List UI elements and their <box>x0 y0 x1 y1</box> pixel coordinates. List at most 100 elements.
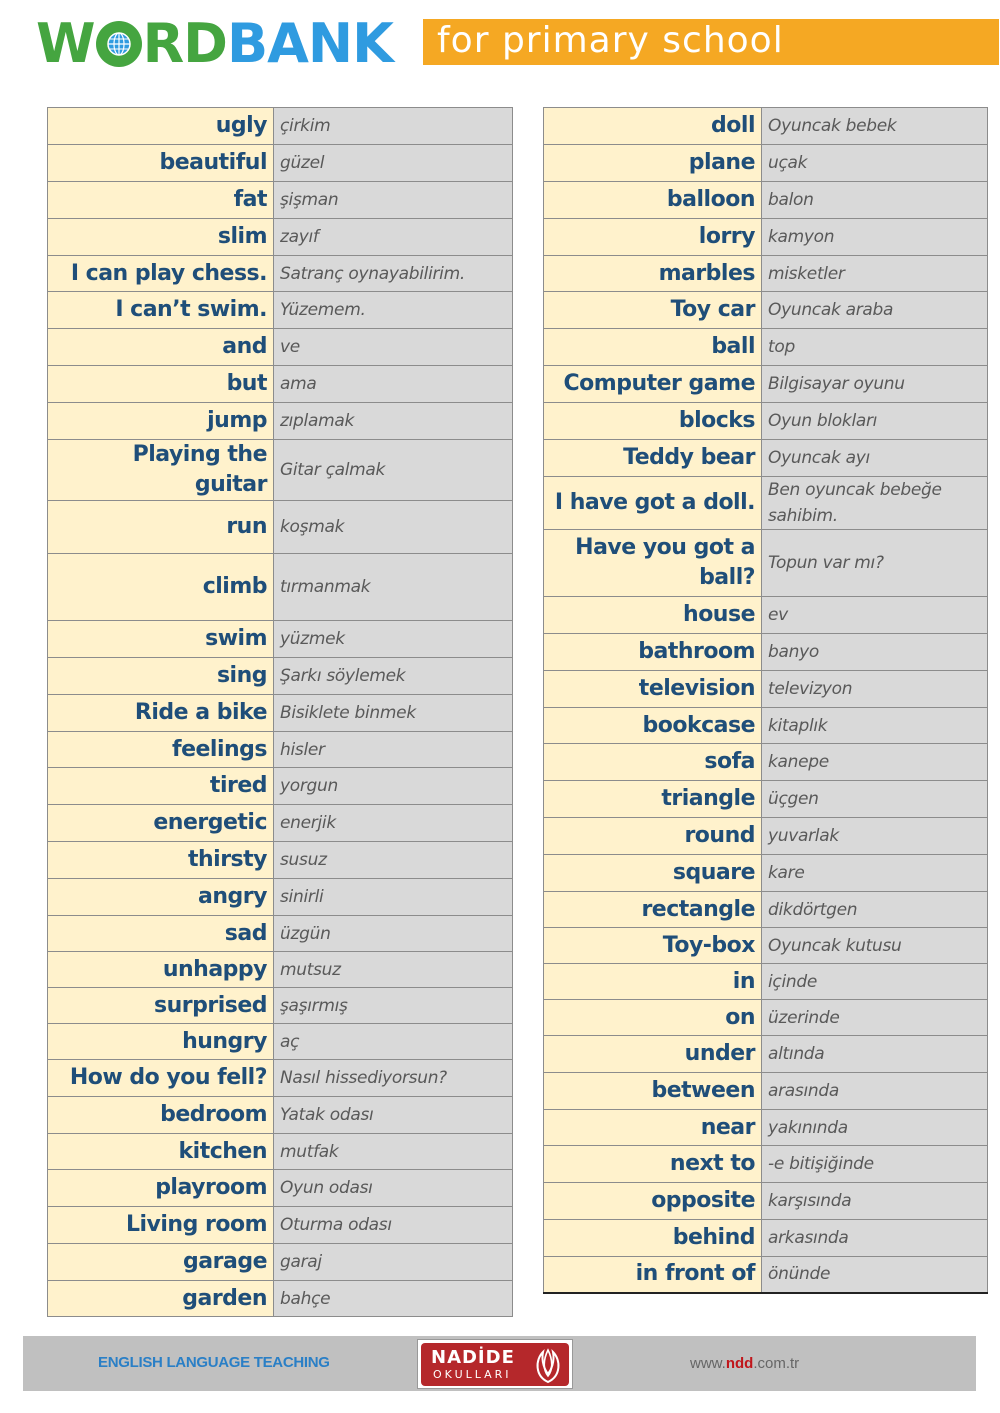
english-word: near <box>543 1109 762 1146</box>
turkish-translation: kamyon <box>761 218 988 256</box>
url-suffix: .com.tr <box>753 1355 800 1372</box>
table-row: behind arkasında <box>543 1219 988 1257</box>
table-row: plane uçak <box>543 144 988 182</box>
english-word: in front of <box>543 1256 762 1294</box>
table-row: jump zıplamak <box>47 402 513 440</box>
turkish-translation: üzgün <box>273 915 513 952</box>
english-word: round <box>543 817 762 855</box>
turkish-translation: dikdörtgen <box>761 891 988 928</box>
turkish-translation: banyo <box>761 633 988 671</box>
english-word: Have you got a ball? <box>543 529 762 597</box>
english-word: rectangle <box>543 891 762 928</box>
english-word: under <box>543 1035 762 1073</box>
english-word: playroom <box>47 1169 274 1207</box>
table-row: bedroom Yatak odası <box>47 1096 513 1134</box>
right-word-table: doll Oyuncak bebek plane uçak balloon balon lo… <box>543 107 988 1294</box>
table-row: between arasında <box>543 1072 988 1110</box>
turkish-translation: ev <box>761 596 988 634</box>
english-word: bathroom <box>543 633 762 671</box>
english-word: Living room <box>47 1206 274 1244</box>
english-word: thirsty <box>47 841 274 879</box>
english-word: and <box>47 328 274 366</box>
turkish-translation: Oyuncak bebek <box>761 107 988 145</box>
url-prefix: www. <box>690 1355 726 1372</box>
english-word: unhappy <box>47 951 274 988</box>
turkish-translation: karşısında <box>761 1182 988 1220</box>
table-row: square kare <box>543 854 988 892</box>
table-row: sing Şarkı söylemek <box>47 657 513 695</box>
turkish-translation: Ben oyuncak bebeğe sahibim. <box>761 476 988 530</box>
table-row: climb tırmanmak <box>47 553 513 621</box>
table-row: Toy car Oyuncak araba <box>543 291 988 329</box>
turkish-translation: garaj <box>273 1243 513 1281</box>
turkish-translation: kare <box>761 854 988 892</box>
table-row: unhappy mutsuz <box>47 951 513 988</box>
table-row: round yuvarlak <box>543 817 988 855</box>
english-word: surprised <box>47 987 274 1024</box>
english-word: sing <box>47 657 274 695</box>
turkish-translation: Bisiklete binmek <box>273 694 513 732</box>
english-word: garden <box>47 1280 274 1317</box>
english-word: I have got a doll. <box>543 476 762 530</box>
table-row: kitchen mutfak <box>47 1133 513 1170</box>
footer-url[interactable]: www.ndd.com.tr <box>690 1355 799 1372</box>
turkish-translation: mutfak <box>273 1133 513 1170</box>
english-word: bedroom <box>47 1096 274 1134</box>
english-word: I can play chess. <box>47 255 274 292</box>
turkish-translation: Bilgisayar oyunu <box>761 365 988 403</box>
english-word: triangle <box>543 780 762 818</box>
turkish-translation: Oyuncak ayı <box>761 439 988 477</box>
table-row: I can play chess. Satranç oynayabilirim. <box>47 255 513 292</box>
turkish-translation: içinde <box>761 963 988 1000</box>
turkish-translation: bahçe <box>273 1280 513 1317</box>
table-row: energetic enerjik <box>47 804 513 842</box>
turkish-translation: zıplamak <box>273 402 513 440</box>
globe-icon <box>95 21 142 67</box>
table-row: sofa kanepe <box>543 743 988 781</box>
table-row: Toy-box Oyuncak kutusu <box>543 927 988 964</box>
table-row: under altında <box>543 1035 988 1073</box>
table-row: ugly çirkim <box>47 107 513 145</box>
table-row: Teddy bear Oyuncak ayı <box>543 439 988 477</box>
table-row: but ama <box>47 365 513 403</box>
turkish-translation: -e bitişiğinde <box>761 1145 988 1183</box>
wordbank-logo: W RD BANK <box>36 12 394 75</box>
table-row: on üzerinde <box>543 999 988 1036</box>
english-word: sad <box>47 915 274 952</box>
table-row: ball top <box>543 328 988 366</box>
table-row: sad üzgün <box>47 915 513 952</box>
english-word: Computer game <box>543 365 762 403</box>
table-row: Ride a bike Bisiklete binmek <box>47 694 513 732</box>
subtitle: for primary school <box>437 20 784 61</box>
english-word: climb <box>47 553 274 621</box>
english-word: between <box>543 1072 762 1110</box>
logo-w: W <box>36 12 96 75</box>
turkish-translation: arkasında <box>761 1219 988 1257</box>
turkish-translation: şaşırmış <box>273 987 513 1024</box>
turkish-translation: üçgen <box>761 780 988 818</box>
english-word: bookcase <box>543 707 762 744</box>
table-row: opposite karşısında <box>543 1182 988 1220</box>
turkish-translation: tırmanmak <box>273 553 513 621</box>
turkish-translation: yorgun <box>273 767 513 805</box>
turkish-translation: sinirli <box>273 878 513 916</box>
english-word: on <box>543 999 762 1036</box>
logo-badge: NADİDE OKULLARI <box>421 1343 569 1386</box>
turkish-translation: Oyuncak araba <box>761 291 988 329</box>
english-word: angry <box>47 878 274 916</box>
english-word: in <box>543 963 762 1000</box>
english-word: television <box>543 670 762 708</box>
tulip-icon <box>536 1348 560 1384</box>
turkish-translation: altında <box>761 1035 988 1073</box>
table-row: tired yorgun <box>47 767 513 805</box>
english-word: hungry <box>47 1023 274 1060</box>
english-word: fat <box>47 181 274 219</box>
turkish-translation: mutsuz <box>273 951 513 988</box>
english-word: tired <box>47 767 274 805</box>
turkish-translation: Oyun odası <box>273 1169 513 1207</box>
table-row: Living room Oturma odası <box>47 1206 513 1244</box>
english-word: balloon <box>543 181 762 219</box>
english-word: feelings <box>47 731 274 768</box>
table-row: beautiful güzel <box>47 144 513 182</box>
english-word: I can’t swim. <box>47 291 274 329</box>
